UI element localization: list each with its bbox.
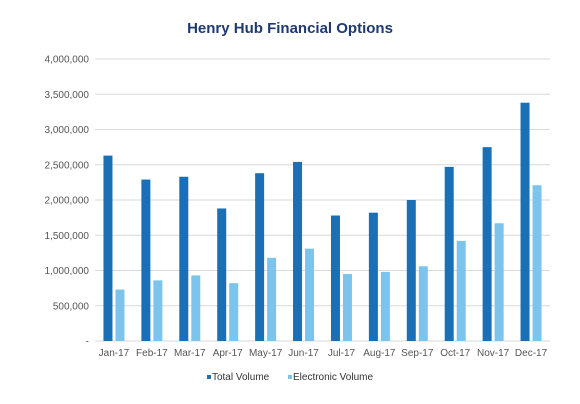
x-axis: Jan-17 Feb-17 Mar-17 Apr-17 May-17 Jun-17 Jul-… bbox=[99, 348, 548, 359]
x-tick-label: Apr-17 bbox=[213, 348, 243, 359]
bar-total-volume-aug-17 bbox=[368, 212, 378, 341]
y-axis: - 500,000 1,000,000 1,500,000 2,000,000 2,500… bbox=[45, 55, 90, 348]
bar-total-volume-may-17 bbox=[255, 173, 265, 341]
bar-total-volume-dec-17 bbox=[520, 102, 530, 342]
x-tick-label: Jun-17 bbox=[288, 348, 319, 359]
bar-electronic-volume-feb-17 bbox=[153, 280, 163, 341]
legend-item-electronic: Electronic Volume bbox=[288, 372, 373, 383]
x-tick-label: Feb-17 bbox=[136, 348, 168, 359]
bar-electronic-volume-jan-17 bbox=[115, 289, 125, 341]
y-tick-label: 2,000,000 bbox=[45, 196, 90, 207]
bar-total-volume-oct-17 bbox=[444, 166, 454, 341]
x-tick-label: Oct-17 bbox=[440, 348, 470, 359]
bar-electronic-volume-aug-17 bbox=[380, 271, 390, 341]
bar-electronic-volume-nov-17 bbox=[494, 223, 504, 341]
bar-electronic-volume-jun-17 bbox=[305, 248, 315, 341]
bar-total-volume-sep-17 bbox=[406, 200, 416, 341]
chart-title: Henry Hub Financial Options bbox=[187, 20, 393, 37]
x-tick-label: Dec-17 bbox=[515, 348, 548, 359]
y-tick-label: 500,000 bbox=[53, 301, 90, 312]
bar-electronic-volume-mar-17 bbox=[191, 275, 201, 341]
bar-total-volume-jan-17 bbox=[103, 155, 113, 341]
x-tick-label: Nov-17 bbox=[477, 348, 510, 359]
y-tick-label: 4,000,000 bbox=[45, 55, 90, 66]
bar-total-volume-feb-17 bbox=[141, 179, 151, 341]
y-tick-label: 3,500,000 bbox=[45, 90, 90, 101]
bar-total-volume-jun-17 bbox=[293, 161, 303, 341]
y-tick-label: 2,500,000 bbox=[45, 160, 90, 171]
legend-label-electronic: Electronic Volume bbox=[293, 372, 374, 383]
x-tick-label: Aug-17 bbox=[363, 348, 396, 359]
legend-swatch-electronic bbox=[288, 375, 292, 380]
bar-total-volume-jul-17 bbox=[330, 215, 340, 341]
y-tick-label: 3,000,000 bbox=[45, 125, 90, 136]
legend-label-total: Total Volume bbox=[211, 372, 270, 383]
bars bbox=[103, 102, 542, 342]
y-tick-label: 1,500,000 bbox=[45, 231, 90, 242]
y-tick-label: 1,000,000 bbox=[45, 266, 90, 277]
x-tick-label: May-17 bbox=[249, 348, 283, 359]
x-tick-label: Jan-17 bbox=[99, 348, 130, 359]
bar-electronic-volume-apr-17 bbox=[229, 283, 239, 341]
y-tick-label: - bbox=[86, 337, 89, 348]
legend-swatch-total bbox=[206, 375, 211, 380]
x-tick-label: Sep-17 bbox=[401, 348, 434, 359]
legend-item-total: Total Volume bbox=[206, 372, 270, 383]
bar-electronic-volume-oct-17 bbox=[456, 240, 466, 341]
bar-electronic-volume-dec-17 bbox=[532, 185, 542, 341]
x-tick-label: Mar-17 bbox=[174, 348, 206, 359]
bar-total-volume-apr-17 bbox=[217, 208, 227, 341]
legend: Total Volume Electronic Volume bbox=[0, 372, 580, 383]
bar-total-volume-nov-17 bbox=[482, 147, 492, 341]
bar-electronic-volume-jul-17 bbox=[342, 274, 352, 341]
bar-electronic-volume-sep-17 bbox=[418, 266, 428, 341]
x-tick-label: Jul-17 bbox=[328, 348, 356, 359]
bar-electronic-volume-may-17 bbox=[267, 257, 277, 341]
gridlines bbox=[95, 58, 550, 342]
bar-total-volume-mar-17 bbox=[179, 176, 189, 341]
